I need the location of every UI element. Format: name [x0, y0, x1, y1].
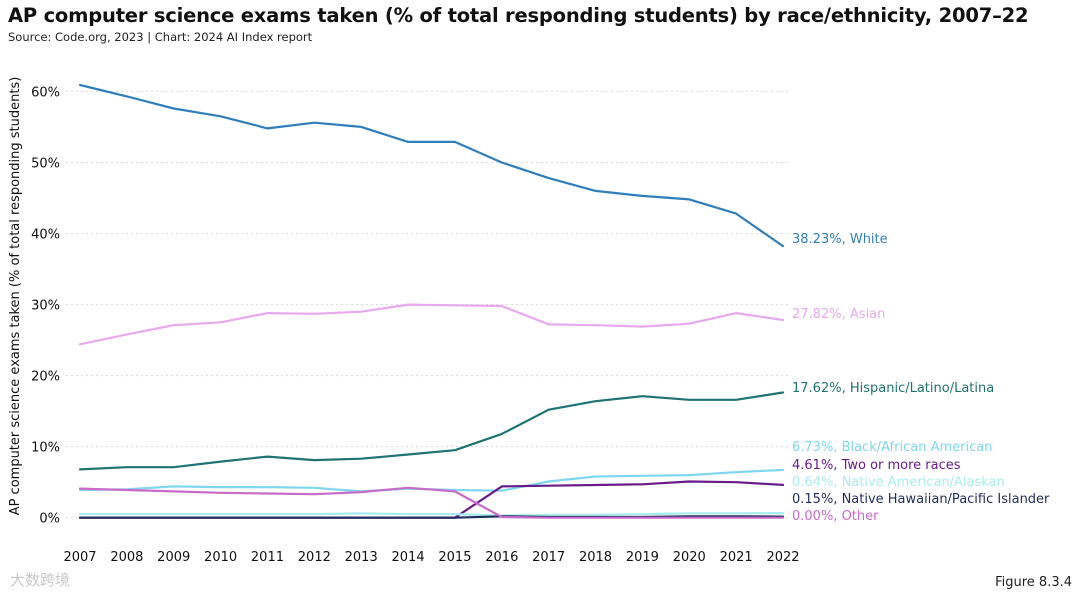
y-axis-ticks: 0% 10% 20% 30% 40% 50% 60%: [31, 85, 60, 526]
y-tick-label: 30%: [31, 299, 60, 314]
y-tick-label: 50%: [31, 156, 60, 171]
watermark-logo: 大数跨境: [10, 569, 70, 590]
y-tick-label: 40%: [31, 228, 60, 243]
series-line-white: [78, 83, 785, 248]
y-axis-label: AP computer science exams taken (% of to…: [8, 77, 23, 516]
x-tick-label: 2015: [438, 550, 471, 565]
chart-title: AP computer science exams taken (% of to…: [8, 4, 1029, 27]
x-tick-label: 2019: [626, 550, 659, 565]
end-label-white: 38.23%, White: [792, 232, 888, 247]
series-line-black-african-american: [78, 468, 785, 493]
x-tick-label: 2022: [766, 550, 799, 565]
series-line-other: [78, 486, 785, 519]
x-tick-label: 2010: [204, 550, 237, 565]
end-label-native-hawaiian-pacific-islander: 0.15%, Native Hawaiian/Pacific Islander: [792, 492, 1050, 507]
x-tick-label: 2012: [298, 550, 331, 565]
x-tick-label: 2014: [392, 550, 425, 565]
end-label-native-american-alaskan: 0.64%, Native American/Alaskan: [792, 475, 1005, 490]
watermark-text: 大数跨境: [10, 571, 71, 589]
x-tick-label: 2013: [345, 550, 378, 565]
end-label-black-african-american: 6.73%, Black/African American: [792, 440, 992, 455]
series-line-native-american-alaskan: [78, 511, 785, 517]
x-tick-label: 2016: [485, 550, 518, 565]
x-tick-label: 2011: [251, 550, 284, 565]
y-tick-label: 20%: [31, 370, 60, 385]
series-line-hispanic-latino-latina: [78, 391, 785, 471]
x-tick-label: 2008: [110, 550, 143, 565]
end-label-two-or-more-races: 4.61%, Two or more races: [792, 458, 961, 473]
x-tick-label: 2021: [720, 550, 753, 565]
end-label-hispanic-latino-latina: 17.62%, Hispanic/Latino/Latina: [792, 381, 994, 396]
figure-label: Figure 8.3.4: [995, 575, 1072, 590]
y-tick-label: 0%: [39, 512, 60, 527]
x-axis-ticks: 2007 2008 2009 2010 2011 2012 2013 2014 2015 2016…: [63, 550, 799, 565]
end-labels: 38.23%, White 27.82%, Asian 17.62%, Hispan…: [792, 232, 1050, 524]
y-tick-label: 60%: [31, 85, 60, 100]
series-line-asian: [78, 303, 785, 346]
x-tick-label: 2017: [532, 550, 565, 565]
chart-source: Source: Code.org, 2023 | Chart: 2024 AI …: [8, 30, 313, 44]
x-tick-label: 2020: [673, 550, 706, 565]
end-label-other: 0.00%, Other: [792, 509, 879, 524]
end-label-asian: 27.82%, Asian: [792, 307, 885, 322]
y-tick-label: 10%: [31, 441, 60, 456]
x-tick-label: 2018: [579, 550, 612, 565]
x-tick-label: 2009: [157, 550, 190, 565]
series-lines: [78, 83, 785, 519]
x-tick-label: 2007: [63, 550, 96, 565]
